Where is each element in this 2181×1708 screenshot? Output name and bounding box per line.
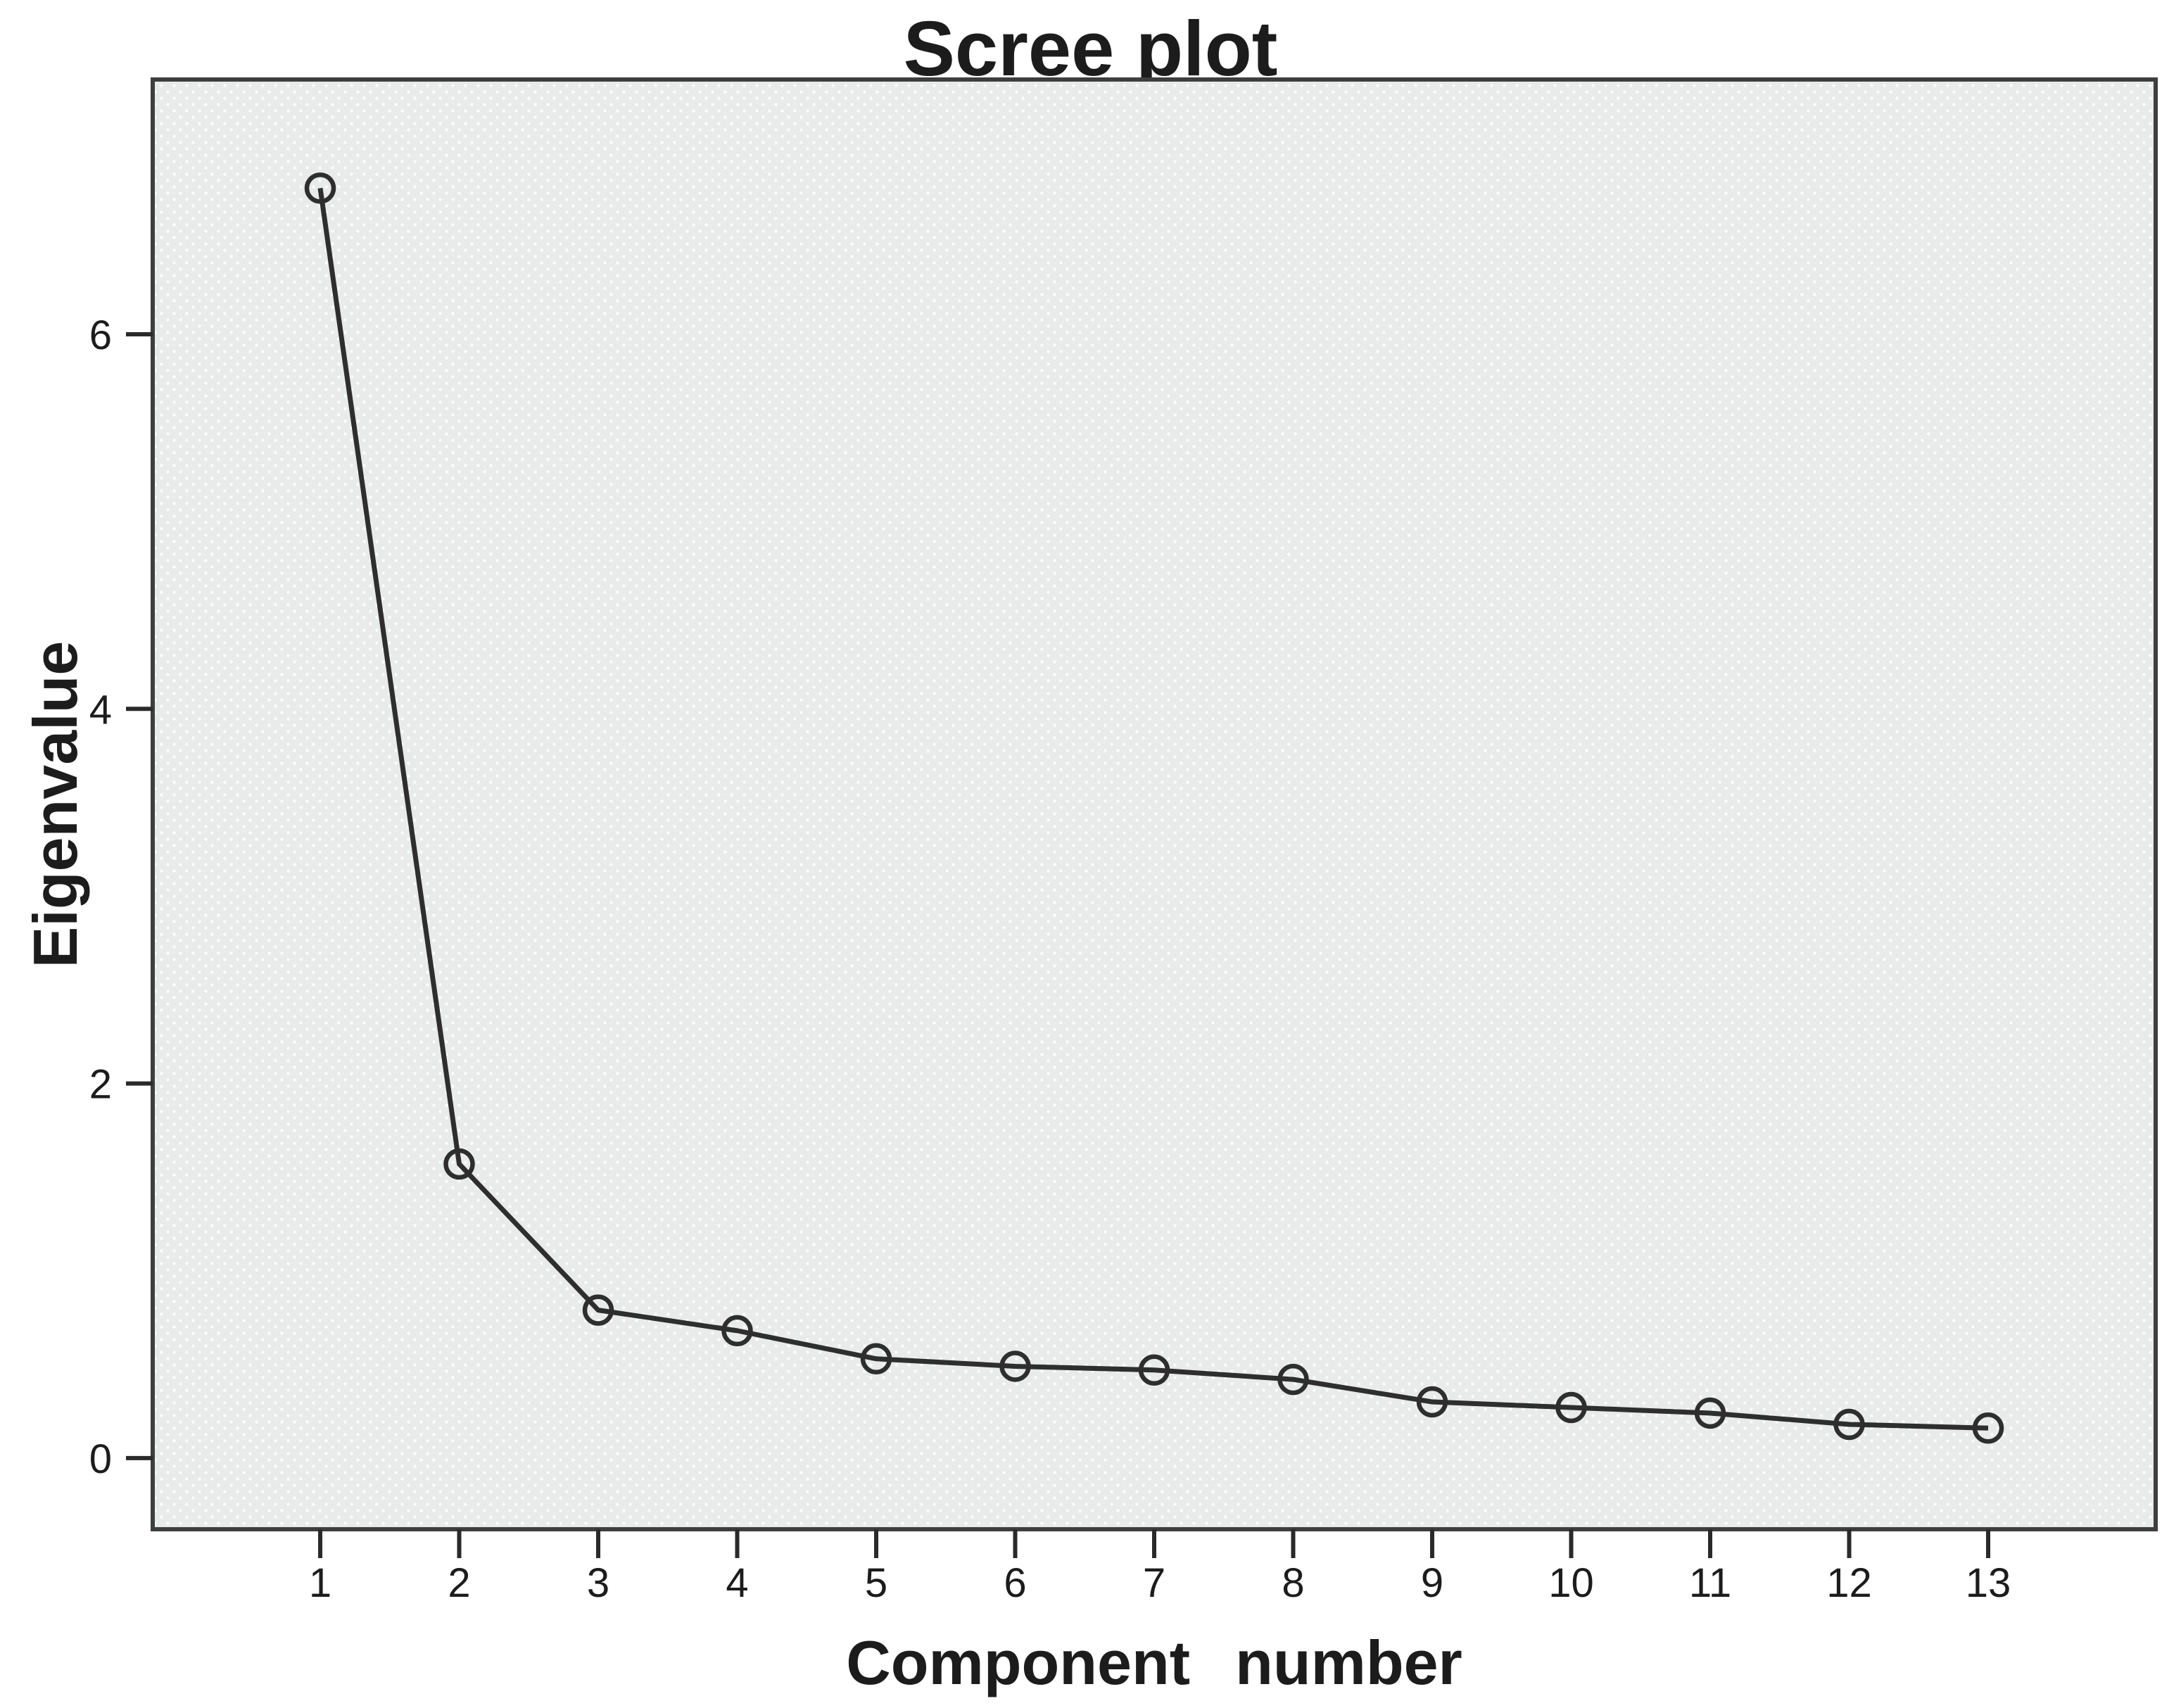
y-tick-label: 0 bbox=[89, 1436, 112, 1482]
data-point bbox=[1833, 1408, 1865, 1441]
x-tick-label: 12 bbox=[1826, 1560, 1872, 1606]
data-point bbox=[1972, 1412, 2004, 1444]
x-tick-label: 4 bbox=[726, 1560, 748, 1606]
data-point bbox=[999, 1350, 1031, 1382]
x-tick-label: 13 bbox=[1966, 1560, 2011, 1606]
data-point bbox=[1416, 1386, 1448, 1418]
x-tick-label: 11 bbox=[1689, 1560, 1731, 1606]
x-tick-label: 8 bbox=[1282, 1560, 1304, 1606]
data-point bbox=[304, 172, 336, 204]
x-tick-label: 6 bbox=[1004, 1560, 1026, 1606]
data-line bbox=[317, 187, 1989, 1431]
x-tick-label: 1 bbox=[309, 1560, 331, 1606]
y-tick-label: 6 bbox=[89, 312, 112, 358]
data-point bbox=[1555, 1391, 1587, 1424]
x-tick-label: 10 bbox=[1548, 1560, 1594, 1606]
x-tick-label: 9 bbox=[1421, 1560, 1443, 1606]
y-tick-label: 4 bbox=[89, 687, 112, 733]
data-point bbox=[860, 1343, 892, 1375]
y-tick-label: 2 bbox=[89, 1062, 112, 1108]
plot-area bbox=[151, 77, 2158, 1531]
data-point bbox=[443, 1148, 475, 1180]
x-tick-label: 5 bbox=[865, 1560, 887, 1606]
data-point bbox=[1138, 1354, 1170, 1386]
data-point bbox=[1694, 1397, 1726, 1429]
x-tick-label: 7 bbox=[1143, 1560, 1165, 1606]
data-point bbox=[1277, 1363, 1309, 1396]
x-tick-label: 2 bbox=[448, 1560, 470, 1606]
data-point bbox=[721, 1315, 753, 1347]
x-tick-label: 3 bbox=[587, 1560, 609, 1606]
x-axis-label: Component number bbox=[846, 1628, 1462, 1697]
data-point bbox=[582, 1294, 614, 1326]
